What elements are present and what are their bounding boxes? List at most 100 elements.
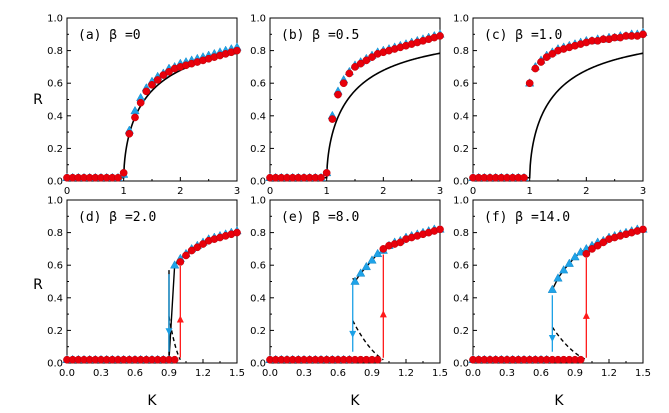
ytick-label: 0.8 <box>453 46 469 57</box>
blue-triangle-point <box>547 284 557 293</box>
xlabel-panel-f: K <box>554 393 564 409</box>
red-up-arrow-head <box>582 311 590 319</box>
theory-upper-branch-d <box>168 230 238 360</box>
red-circle-point <box>322 169 331 177</box>
theory-unstable-branch-d <box>168 316 181 361</box>
ytick-label: 0.2 <box>47 144 63 155</box>
xtick-label: 3 <box>234 186 240 197</box>
xtick-label: 0.6 <box>127 368 143 379</box>
ytick-label: 0.0 <box>47 359 63 370</box>
red-circle-point <box>142 87 151 96</box>
red-circle-point <box>379 245 388 253</box>
red-circle-point <box>114 173 122 182</box>
ytick-label: 0.8 <box>47 228 63 239</box>
ytick-label: 0.4 <box>47 293 63 304</box>
panel-title-d: (d) β =2.0 <box>78 210 156 225</box>
ytick-label: 0.6 <box>47 79 63 90</box>
red-circle-point <box>582 249 591 258</box>
ytick-label: 0.4 <box>47 111 63 122</box>
ytick-label: 0.6 <box>250 79 266 90</box>
red-circle-point <box>153 76 162 84</box>
blue-triangle-point <box>559 265 569 274</box>
ytick-label: 0.6 <box>47 261 63 272</box>
red-circle-point <box>373 355 382 364</box>
panel-c: 0 1 2 3 0.0 0.2 0.4 0.6 0.8 1.0 (c) β =1.0 <box>453 14 648 197</box>
red-circle-point <box>356 59 365 68</box>
ytick-label: 0.6 <box>250 261 266 272</box>
blue-triangle-point <box>553 273 563 282</box>
red-circle-point <box>362 56 371 65</box>
red-circle-point <box>328 115 337 123</box>
blue-triangle-point <box>564 258 574 267</box>
ytick-label: 0.4 <box>453 111 469 122</box>
xtick-label: 0 <box>470 186 476 197</box>
theory-upper-branch-e <box>352 228 440 283</box>
xtick-label: 3 <box>640 186 646 197</box>
red-circle-point <box>537 58 545 66</box>
red-circle-point <box>119 169 128 177</box>
red-circle-point <box>593 241 602 250</box>
theory-unstable-branch-e <box>352 320 384 361</box>
ytick-label: 0.2 <box>250 326 266 337</box>
panel-f: 0.0 0.3 0.6 0.9 1.2 1.5 0.0 0.2 0.4 0.6 0.8 1.0 (f) … <box>453 196 651 380</box>
red-circle-point <box>159 71 168 79</box>
xtick-label: 0.9 <box>567 368 583 379</box>
red-circle-point <box>233 228 241 237</box>
red-circle-point <box>548 50 557 58</box>
ytick-label: 0.2 <box>453 144 469 155</box>
xtick-label: 0.3 <box>296 368 312 379</box>
xtick-label: 1 <box>120 186 126 197</box>
red-circle-point <box>136 98 145 107</box>
blue-down-arrow-head <box>349 330 357 338</box>
ytick-label: 0.0 <box>47 177 63 188</box>
xtick-label: 1.5 <box>635 368 651 379</box>
xtick-label: 1 <box>323 186 329 197</box>
ytick-label: 1.0 <box>453 14 469 25</box>
blue-triangle-point <box>170 260 180 269</box>
ytick-label: 0.6 <box>453 79 469 90</box>
red-circle-point <box>148 80 156 89</box>
ytick-label: 0.2 <box>47 326 63 337</box>
ytick-label: 0.8 <box>453 228 469 239</box>
red-circle-point <box>525 79 534 88</box>
blue-triangle-point <box>367 255 377 264</box>
xtick-label: 1 <box>526 186 532 197</box>
panel-title-c: (c) β =1.0 <box>484 28 562 43</box>
xtick-label: 1.2 <box>398 368 414 379</box>
xtick-label: 0 <box>64 186 70 197</box>
xtick-label: 0.9 <box>161 368 177 379</box>
panel-d: 0.0 0.3 0.6 0.9 1.2 1.5 0.0 0.2 0.4 0.6 0.8 1.0 (d) … <box>47 196 245 380</box>
red-circle-point <box>233 46 241 55</box>
red-circle-point <box>531 64 540 73</box>
red-circle-point <box>182 251 190 260</box>
xtick-label: 1.2 <box>601 368 617 379</box>
panel-title-b: (b) β =0.5 <box>281 28 359 43</box>
blue-triangle-point <box>356 268 366 277</box>
ytick-label: 0.0 <box>250 177 266 188</box>
xlabel-panel-e: K <box>350 393 360 409</box>
ytick-label: 0.2 <box>453 326 469 337</box>
red-circle-point <box>165 67 173 76</box>
red-circle-point <box>193 243 202 252</box>
panel-title-a: (a) β =0 <box>78 28 141 43</box>
ytick-label: 0.2 <box>250 144 266 155</box>
ytick-label: 0.8 <box>47 46 63 57</box>
ylabel-top-row: R <box>33 92 43 108</box>
red-circle-point <box>351 63 359 71</box>
panel-b: 0 1 2 3 0.0 0.2 0.4 0.6 0.8 1.0 (b) β =0.5 <box>250 14 445 197</box>
panel-a: 0 1 2 3 0.0 0.2 0.4 0.6 0.8 1.0 (a) β =0 <box>47 14 242 197</box>
ytick-label: 1.0 <box>47 196 63 207</box>
red-circle-point <box>317 173 325 182</box>
xtick-label: 1.5 <box>229 368 245 379</box>
red-up-arrow-head <box>379 310 387 318</box>
xtick-label: 0.6 <box>330 368 346 379</box>
ytick-label: 1.0 <box>453 196 469 207</box>
xtick-label: 0.6 <box>533 368 549 379</box>
ytick-label: 0.6 <box>453 261 469 272</box>
xtick-label: 1.2 <box>195 368 211 379</box>
theory-curve-a <box>67 52 238 179</box>
red-up-arrow-head <box>176 315 184 323</box>
xtick-label: 0.9 <box>364 368 380 379</box>
red-circle-point <box>542 53 551 61</box>
ylabel-bottom-row: R <box>33 277 43 293</box>
